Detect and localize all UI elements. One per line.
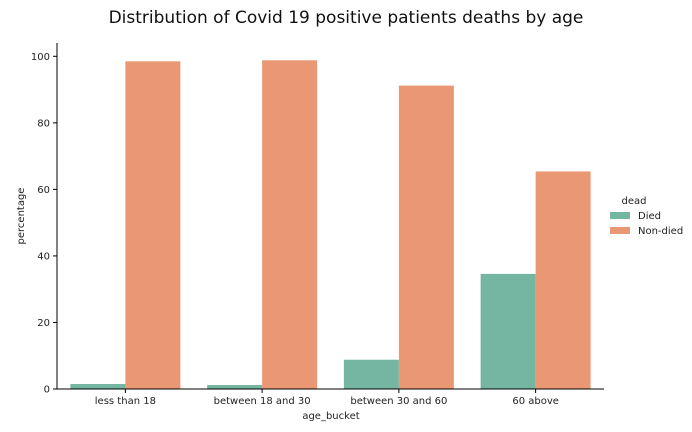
legend: dead Died Non-died bbox=[610, 196, 683, 237]
chart-title: Distribution of Covid 19 positive patien… bbox=[109, 8, 584, 28]
x-tick-label: between 30 and 60 bbox=[350, 396, 447, 407]
legend-label-died: Died bbox=[638, 211, 661, 222]
x-tick-label: between 18 and 30 bbox=[214, 396, 311, 407]
y-tick-label: 100 bbox=[31, 52, 50, 63]
plot-area bbox=[70, 60, 591, 390]
x-axis-title: age_bucket bbox=[302, 411, 359, 422]
x-ticks: less than 18 between 18 and 30 between 30 … bbox=[95, 389, 559, 407]
x-tick-label: 60 above bbox=[512, 396, 559, 407]
bar-died-0 bbox=[70, 384, 126, 389]
y-tick-label: 80 bbox=[37, 118, 50, 129]
bar-died-2 bbox=[343, 359, 399, 389]
y-tick-label: 40 bbox=[37, 251, 50, 262]
y-tick-label: 20 bbox=[37, 318, 50, 329]
y-tick-label: 60 bbox=[37, 185, 50, 196]
legend-swatch-died bbox=[610, 212, 630, 219]
bar-non-died-2 bbox=[398, 85, 454, 389]
y-ticks: 0 20 40 60 80 100 bbox=[31, 52, 57, 396]
bar-non-died-0 bbox=[125, 61, 181, 390]
legend-swatch-non-died bbox=[610, 227, 630, 234]
legend-title: dead bbox=[622, 196, 647, 207]
legend-label-non-died: Non-died bbox=[638, 226, 683, 237]
bar-non-died-1 bbox=[262, 60, 318, 390]
bar-died-1 bbox=[207, 385, 263, 389]
x-tick-label: less than 18 bbox=[95, 396, 156, 407]
y-axis-title: percentage bbox=[16, 188, 27, 245]
y-tick-label: 0 bbox=[44, 385, 50, 396]
bar-non-died-3 bbox=[535, 171, 591, 389]
bar-died-3 bbox=[480, 273, 536, 389]
